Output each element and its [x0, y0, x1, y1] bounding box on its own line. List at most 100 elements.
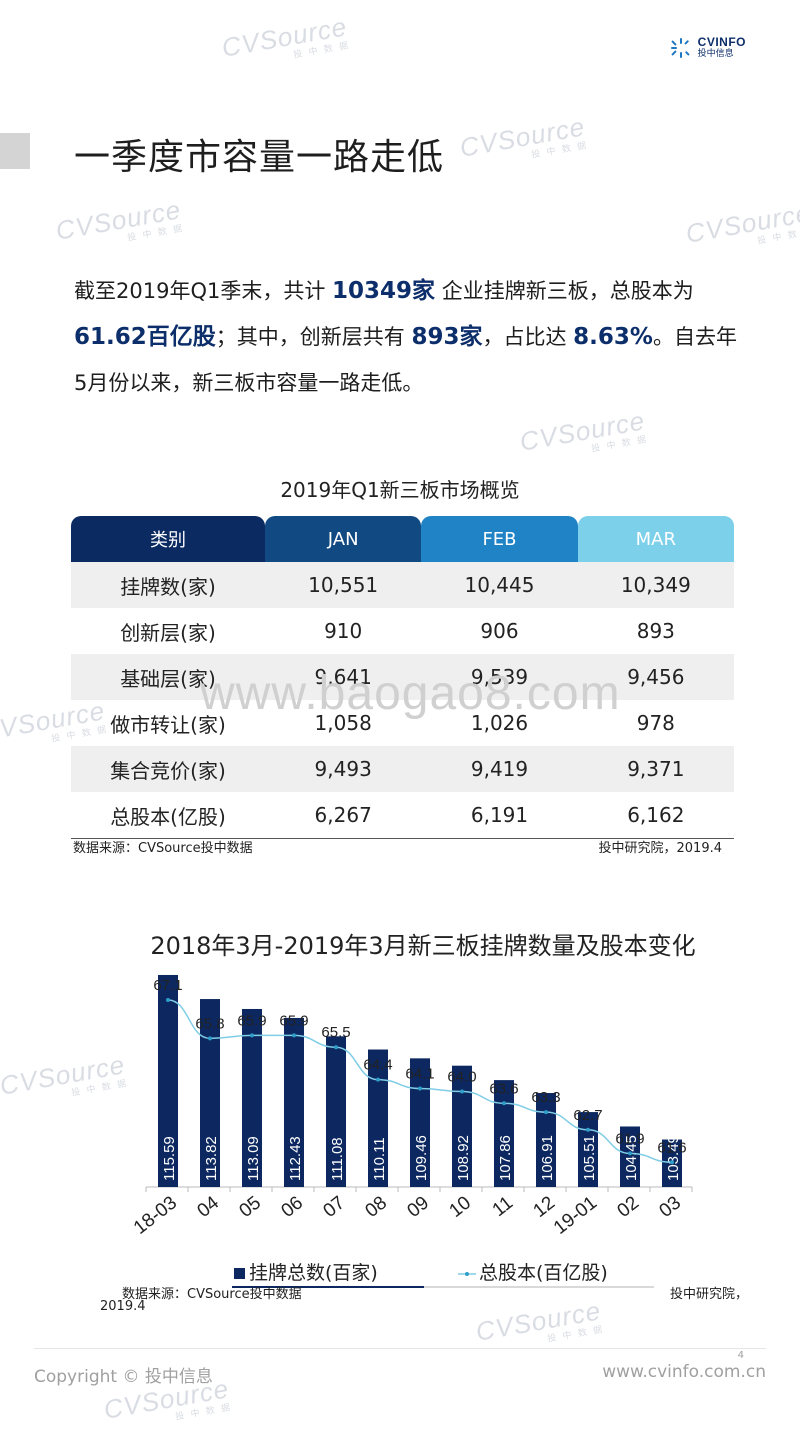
x-tick-label: 04	[193, 1192, 223, 1222]
table-cell: 910	[324, 619, 363, 643]
intro-text: 截至2019年Q1季末，共计	[74, 279, 326, 303]
section-marker	[0, 133, 30, 169]
bar-value-label: 103.49	[665, 1135, 682, 1181]
innovation-count: 893家	[411, 324, 483, 350]
line-point	[250, 1033, 254, 1038]
website-link[interactable]: www.cvinfo.com.cn	[602, 1362, 766, 1382]
chart-year: 2019.4	[100, 1299, 146, 1314]
bar	[200, 999, 220, 1187]
x-tick-label: 06	[277, 1192, 307, 1222]
table-cell: 9,371	[577, 746, 734, 792]
table-header-row: 类别 JAN FEB MAR	[71, 516, 734, 562]
x-tick-label: 07	[319, 1192, 349, 1222]
line-value-label: 64.4	[363, 1057, 392, 1074]
table-cell: 9,641	[265, 654, 422, 700]
table-cell: 挂牌数(家)	[71, 562, 265, 608]
line-value-label: 62.7	[573, 1107, 602, 1124]
bar	[158, 974, 178, 1187]
cvinfo-logo: CVINFO 投中信息	[670, 36, 746, 59]
table-cell: 总股本(亿股)	[71, 792, 265, 839]
table-row: 集合竞价(家) 9,493 9,419 9,371	[71, 746, 734, 792]
line-point	[460, 1089, 464, 1094]
intro-text: 。自去年5月份以来，新三板市容量一路走低。	[74, 325, 737, 395]
listing-equity-chart: 115.59 113.82 113.09 112.43 111.08 110.11 109.…	[130, 974, 693, 1288]
line-point	[544, 1110, 548, 1115]
intro-text: 企业挂牌新三板，总股本为	[441, 279, 694, 303]
copyright: Copyright © 投中信息	[34, 1367, 213, 1387]
bar-value-label: 104.45	[623, 1135, 640, 1181]
table-row: 做市转让(家) 1,058 1,026 978	[71, 700, 734, 746]
table-row: 创新层(家) 910 906 893	[71, 608, 734, 654]
legend-line-marker	[465, 1272, 469, 1276]
url-watermark: www.baogao8.com	[200, 667, 621, 720]
line-point	[418, 1086, 422, 1091]
bar	[242, 1008, 262, 1187]
bar-value-label: 109.46	[413, 1135, 430, 1181]
bar-value-label: 108.92	[455, 1135, 472, 1181]
line-value-label: 65.5	[321, 1024, 350, 1041]
line-value-label: 65.8	[195, 1015, 224, 1032]
table-row: 总股本(亿股) 6,267 6,191 6,162	[71, 792, 734, 839]
bar-value-label: 111.08	[329, 1137, 346, 1181]
bar-value-label: 115.59	[161, 1136, 178, 1181]
line-value-label: 63.6	[489, 1080, 518, 1097]
table-row: 基础层(家) 9,641 9,539 9,456	[71, 654, 734, 700]
x-tick-label: 05	[235, 1192, 265, 1222]
table-cell: 9,456	[577, 654, 734, 700]
x-tick-label: 18-03	[130, 1192, 181, 1238]
table-date: 投中研究院，2019.4	[598, 841, 723, 856]
table-cell: 创新层(家)	[120, 620, 216, 645]
table-source: 数据来源：CVSource投中数据	[73, 841, 253, 856]
line-point	[670, 1160, 674, 1165]
watermark: CVSource投 中 数 据	[683, 197, 800, 249]
footer-divider	[34, 1348, 766, 1349]
bar	[326, 1036, 346, 1187]
intro-text: ；其中，创新层共有	[215, 325, 405, 349]
intro-text: ，占比达	[482, 325, 567, 349]
x-tick-label: 03	[655, 1192, 685, 1222]
overview-table: 类别 JAN FEB MAR 挂牌数(家) 10,551 10,445 10,3…	[71, 516, 734, 839]
line-value-label: 67.1	[153, 977, 182, 994]
x-tick-label: 02	[613, 1192, 643, 1222]
table-cell: 9,493	[265, 746, 422, 792]
bar	[494, 1080, 514, 1187]
cvinfo-logo-icon	[670, 37, 690, 58]
table-cell: 10,349	[577, 562, 734, 608]
bar	[536, 1093, 556, 1187]
table-cell: 6,191	[421, 792, 578, 839]
line-value-label: 65.9	[237, 1012, 266, 1029]
logo-name: CVINFO	[697, 35, 746, 49]
line-point	[586, 1127, 590, 1132]
line-value-label: 64.1	[405, 1066, 434, 1083]
line-point	[334, 1045, 338, 1050]
table-cell: 做市转让(家)	[110, 712, 226, 737]
page-number: 4	[737, 1350, 744, 1361]
table-cell: 9,539	[421, 654, 578, 700]
table-cell: 集合竞价(家)	[71, 746, 265, 792]
bar	[410, 1058, 430, 1187]
chart-source: 数据来源：CVSource投中数据	[122, 1287, 302, 1302]
table-cell: 1,058	[314, 711, 372, 735]
page-title: 一季度市容量一路走低	[74, 137, 445, 178]
line-value-label: 63.3	[531, 1089, 560, 1106]
logo-sub: 投中信息	[697, 49, 734, 59]
bar	[620, 1126, 640, 1187]
column-header: FEB	[421, 516, 578, 562]
listed-count: 10349家	[332, 278, 436, 304]
legend-line-label: 总股本(百亿股)	[479, 1262, 608, 1284]
bar	[368, 1049, 388, 1187]
table-cell: 6,162	[577, 792, 734, 839]
line-point	[292, 1033, 296, 1038]
table-cell: 10,445	[421, 562, 578, 608]
x-tick-label: 09	[403, 1192, 433, 1222]
legend-bar-label: 挂牌总数(百家)	[249, 1262, 378, 1284]
bar-value-label: 106.91	[539, 1135, 556, 1181]
table-cell: 6,267	[265, 792, 422, 839]
bar-value-label: 110.11	[371, 1137, 388, 1181]
table-cell: 10,551	[265, 562, 422, 608]
bar-value-label: 107.86	[497, 1135, 514, 1181]
line-point	[502, 1101, 506, 1106]
innovation-ratio: 8.63%	[573, 324, 653, 350]
